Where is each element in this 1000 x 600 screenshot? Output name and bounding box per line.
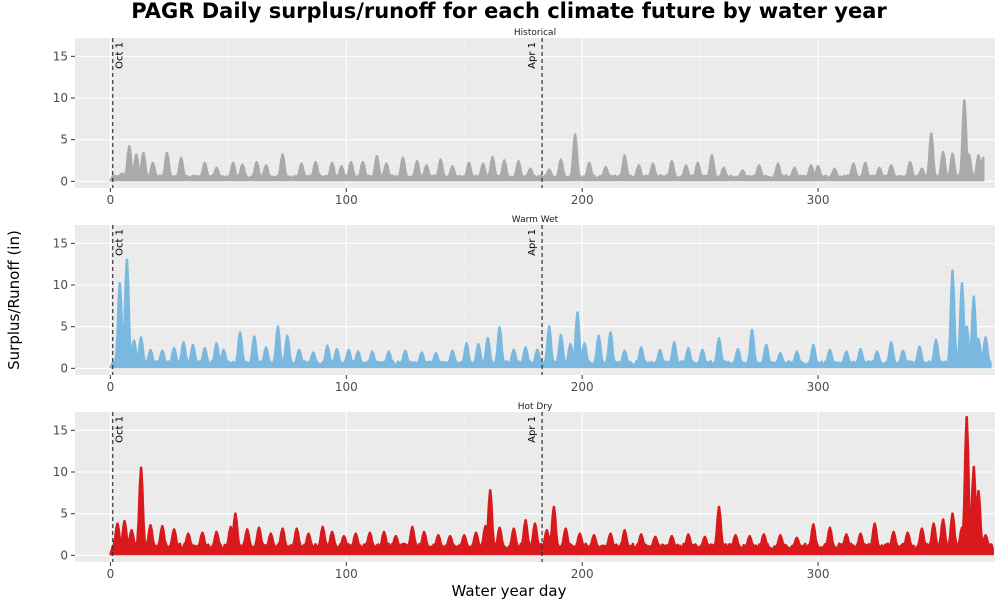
y-tick-label: 15 [53, 423, 68, 437]
reference-line-label: Apr 1 [527, 416, 538, 443]
reference-line-label: Apr 1 [527, 42, 538, 69]
panel-strip-label: Warm Wet [512, 215, 559, 225]
panel-historical: Historical 0 5 10 15 0 100 200 300 Oct 1 Apr 1 [53, 28, 995, 207]
y-tick-label: 15 [53, 49, 68, 63]
y-axis-title: Surplus/Runoff (in) [5, 230, 23, 370]
x-tick-label: 200 [571, 567, 594, 581]
reference-line-label: Apr 1 [527, 229, 538, 256]
reference-line-label: Oct 1 [115, 416, 126, 443]
y-tick-label: 10 [53, 465, 68, 479]
series-line [109, 415, 994, 556]
y-tick-label: 0 [60, 174, 68, 188]
y-tick-label: 10 [53, 91, 68, 105]
panel-strip-label: Hot Dry [518, 402, 553, 412]
x-tick-label: 100 [335, 380, 358, 394]
y-tick-label: 0 [60, 361, 68, 375]
y-tick-label: 5 [60, 133, 68, 147]
x-tick-label: 0 [107, 380, 115, 394]
x-tick-label: 300 [807, 193, 830, 207]
y-tick-label: 5 [60, 507, 68, 521]
reference-line-label: Oct 1 [115, 42, 126, 69]
y-tick-label: 5 [60, 320, 68, 334]
y-tick-label: 15 [53, 236, 68, 250]
x-tick-label: 100 [335, 567, 358, 581]
series-line [109, 99, 985, 182]
chart-title: PAGR Daily surplus/runoff for each clima… [131, 0, 887, 23]
panel-strip-label: Historical [514, 28, 556, 38]
panel-hot-dry: Hot Dry 0 5 10 15 0 100 200 300 Oct 1 Apr 1 [53, 402, 995, 581]
panel-warm-wet: Warm Wet 0 5 10 15 0 100 200 300 Oct 1 Apr 1 [53, 215, 995, 394]
x-tick-label: 200 [571, 193, 594, 207]
x-tick-label: 200 [571, 380, 594, 394]
series-line [109, 258, 992, 369]
x-tick-label: 0 [107, 193, 115, 207]
reference-line-label: Oct 1 [115, 229, 126, 256]
x-tick-label: 100 [335, 193, 358, 207]
x-axis-title: Water year day [452, 582, 567, 600]
y-tick-label: 10 [53, 278, 68, 292]
x-tick-label: 0 [107, 567, 115, 581]
x-tick-label: 300 [807, 567, 830, 581]
x-tick-label: 300 [807, 380, 830, 394]
y-tick-label: 0 [60, 548, 68, 562]
